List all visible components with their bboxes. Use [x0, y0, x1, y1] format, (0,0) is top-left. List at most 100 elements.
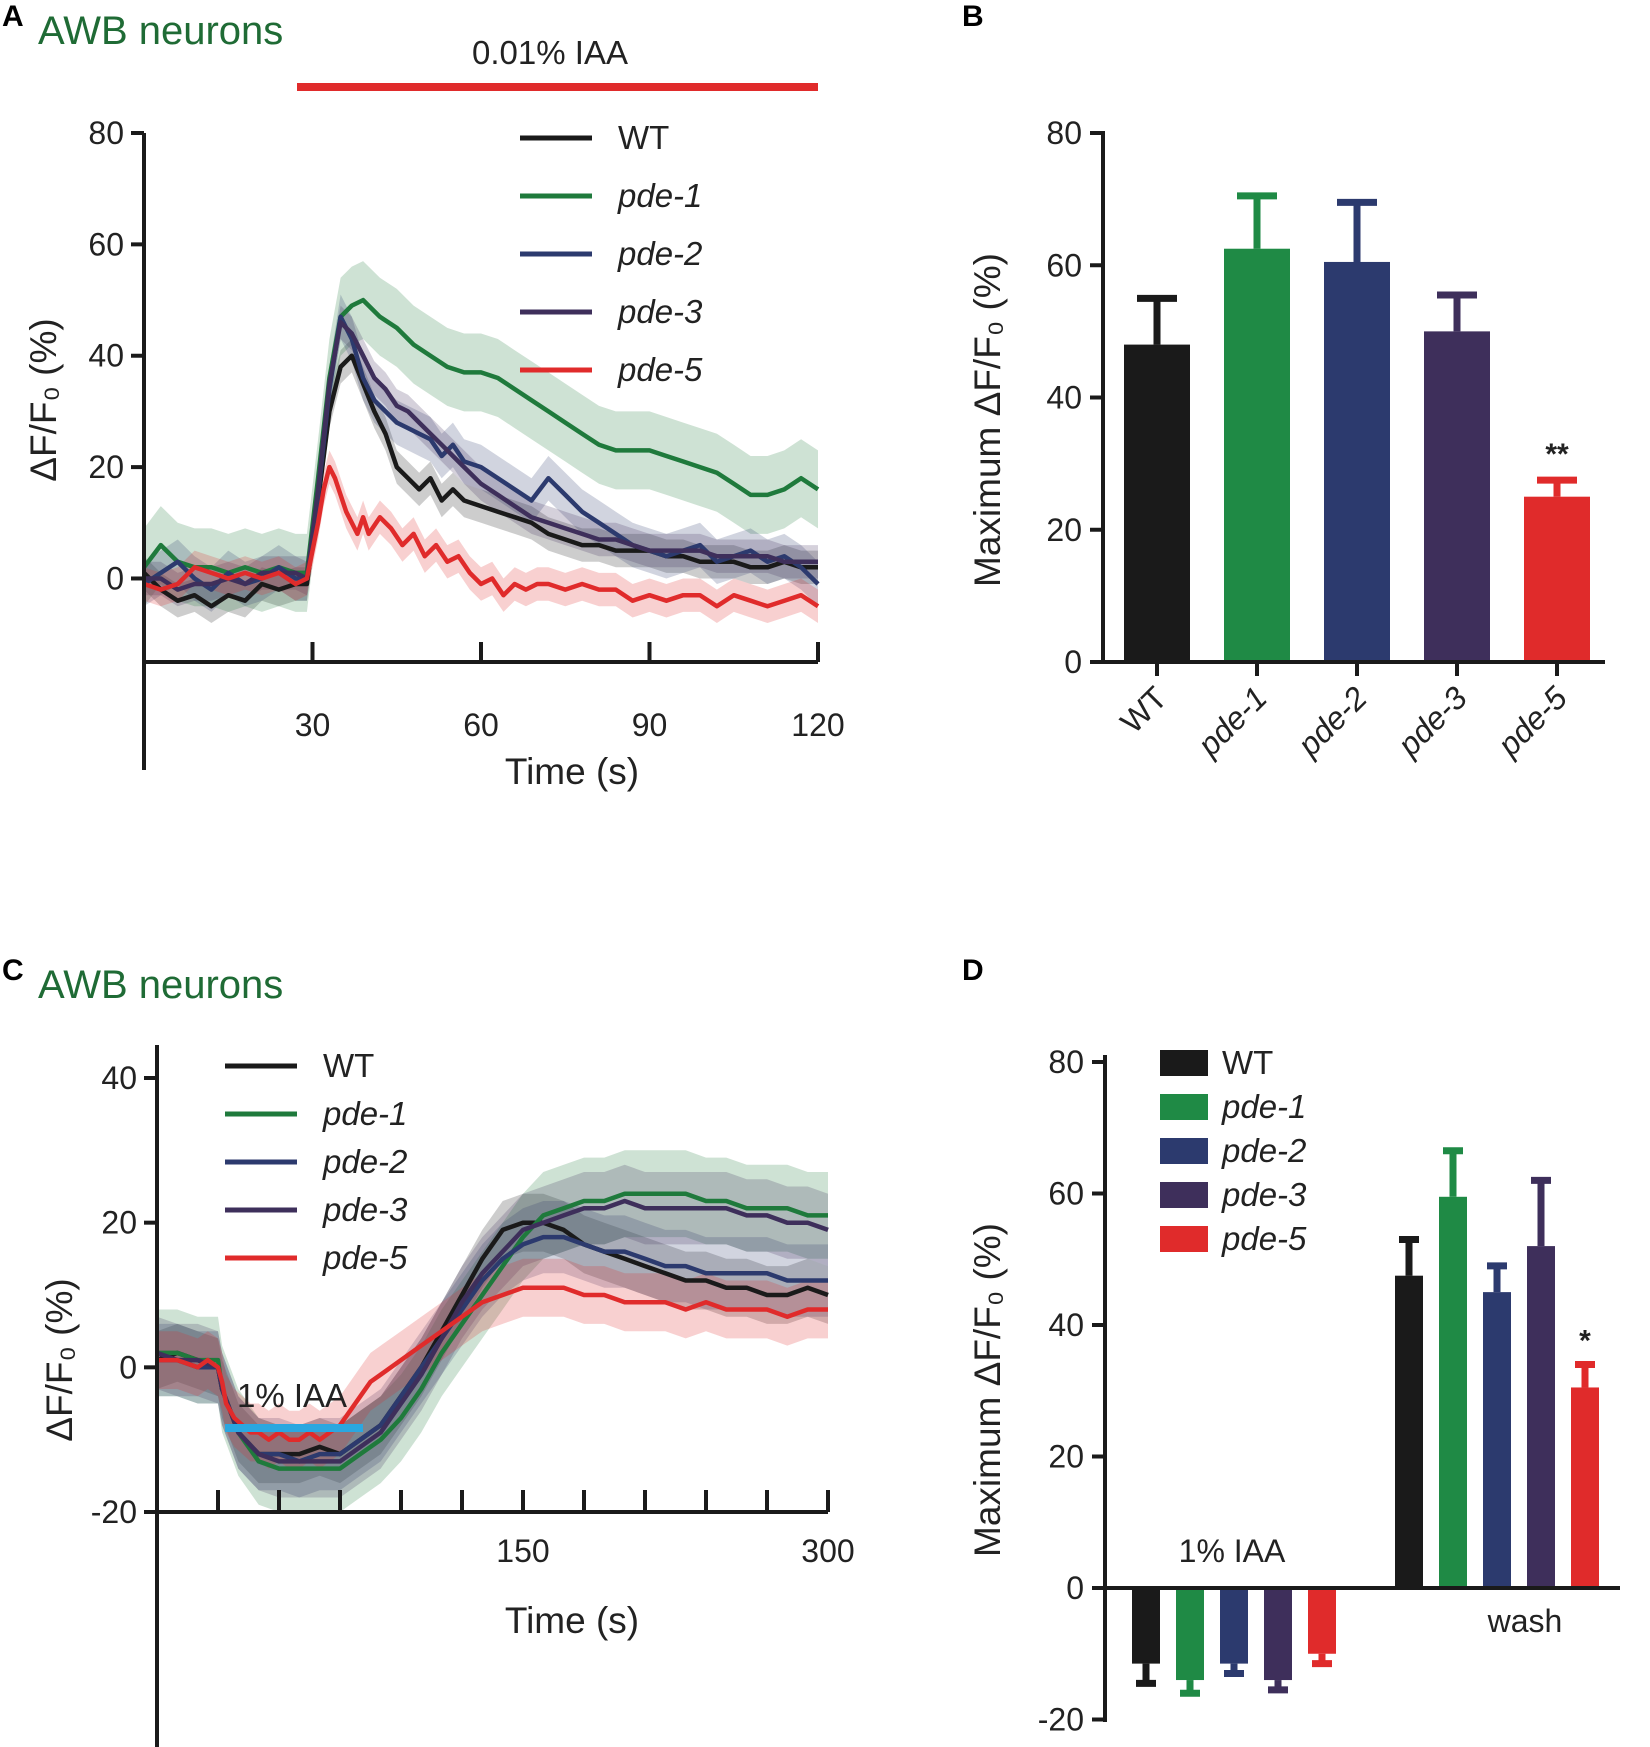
- panel-c: C AWB neurons -20 0 20 40 150 300 1% IAA Tim…: [2, 954, 855, 1747]
- panel-d-y-tick-label: 20: [1048, 1439, 1084, 1475]
- panel-c-stimulus-label: 1% IAA: [237, 1377, 347, 1414]
- panel-b-y-ticks: 0 20 40 60 80: [1046, 115, 1103, 680]
- panel-a-band-pde-5: [144, 450, 818, 623]
- panel-b-bars: [1124, 192, 1590, 662]
- panel-b-bar-pde-2: [1324, 261, 1390, 662]
- panel-a-line-pde-5: [143, 464, 820, 609]
- panel-b-x-tick-label-pde-5: pde-5: [1490, 679, 1574, 763]
- panel-a-legend: WT pde-1 pde-2 pde-3 pde-5: [520, 119, 703, 388]
- panel-d-group-label-iaa: 1% IAA: [1179, 1533, 1286, 1569]
- panel-b-significance: **: [1545, 438, 1569, 471]
- panel-c-band-pde-3: [157, 1164, 828, 1498]
- panel-c-y-tick-label: 20: [101, 1205, 137, 1241]
- panel-c-legend-label-pde-1: pde-1: [322, 1095, 407, 1132]
- panel-c-y-tick-label: 40: [101, 1060, 137, 1096]
- panel-c-y-tick-label: 0: [119, 1349, 137, 1385]
- panel-a-line-wt: [142, 353, 818, 609]
- panel-label-d: D: [962, 954, 984, 987]
- panel-d-y-tick-label: 0: [1066, 1570, 1084, 1606]
- panel-d-significance: *: [1579, 1324, 1591, 1357]
- panel-a-y-tick-label: 60: [88, 226, 124, 262]
- panel-a-x-tick-label: 120: [791, 707, 844, 743]
- panel-d-bar-wt-1-iaa: [1132, 1588, 1160, 1664]
- panel-d-bar-pde-2-wash: [1483, 1292, 1511, 1588]
- panel-d-legend-label-pde-3: pde-3: [1221, 1176, 1307, 1213]
- panel-b: B 0 20 40 60 80 WT pde-1 pde-2 pde-3 pde-5 Maxim…: [962, 0, 1605, 764]
- panel-a-x-tick-label: 90: [632, 707, 668, 743]
- panel-b-bar-pde-1: [1224, 248, 1290, 662]
- panel-label-b: B: [962, 0, 984, 33]
- panel-b-y-label: Maximum ΔF/F₀ (%): [967, 253, 1008, 587]
- panel-d-legend-swatch-pde-1: [1160, 1094, 1208, 1120]
- panel-c-band-pde-1: [157, 1150, 828, 1512]
- panel-c-x-tick-label: 150: [496, 1533, 549, 1569]
- panel-d-bar-pde-1-1-iaa: [1176, 1588, 1204, 1681]
- panel-d-bar-pde-1-wash: [1439, 1196, 1467, 1588]
- panel-a-x-ticks: 30 60 90 120: [295, 642, 845, 743]
- panel-c-y-label: ΔF/F₀ (%): [39, 1278, 80, 1441]
- panel-a-x-tick-label: 30: [295, 707, 331, 743]
- panel-d-legend-swatch-pde-5: [1160, 1226, 1208, 1252]
- panel-c-line-pde-3: [156, 1198, 829, 1464]
- panel-a: A AWB neurons 0.01% IAA 0 20 40 60 80 30 60 90…: [2, 0, 845, 792]
- panel-c-band-pde-5: [157, 1258, 828, 1469]
- panel-a-series-lines: [142, 297, 820, 609]
- panel-c-legend-label-pde-5: pde-5: [322, 1239, 408, 1276]
- panel-a-y-tick-label: 40: [88, 338, 124, 374]
- panel-d-y-tick-label: 60: [1048, 1176, 1084, 1212]
- panel-c-x-label: Time (s): [505, 1600, 639, 1641]
- panel-a-legend-label-wt: WT: [618, 119, 669, 156]
- panel-d-y-tick-label: 80: [1048, 1044, 1084, 1080]
- panel-b-x-tick-label-pde-3: pde-3: [1390, 679, 1474, 763]
- panel-c-x-tick-label: 300: [801, 1533, 854, 1569]
- panel-d-bar-pde-5-1-iaa: [1308, 1588, 1336, 1654]
- panel-b-y-tick-label: 20: [1046, 512, 1082, 548]
- panel-a-title: AWB neurons: [38, 9, 283, 53]
- panel-b-y-tick-label: 40: [1046, 380, 1082, 416]
- panel-a-stimulus-label: 0.01% IAA: [472, 34, 628, 71]
- panel-d-legend-swatch-wt: [1160, 1050, 1208, 1076]
- panel-a-y-tick-label: 80: [88, 115, 124, 151]
- panel-c-legend-label-pde-3: pde-3: [322, 1191, 408, 1228]
- panel-d-bars: [1132, 1147, 1599, 1697]
- panel-d-bar-pde-3-1-iaa: [1264, 1588, 1292, 1681]
- panel-a-legend-label-pde-5: pde-5: [617, 351, 703, 388]
- panel-b-x-ticks: WT pde-1 pde-2 pde-3 pde-5: [1113, 662, 1574, 764]
- panel-a-legend-label-pde-3: pde-3: [617, 293, 703, 330]
- panel-a-y-tick-label: 20: [88, 449, 124, 485]
- panel-b-bar-wt: [1124, 344, 1190, 662]
- panel-b-x-tick-label-pde-2: pde-2: [1290, 679, 1374, 763]
- panel-d-legend-label-pde-5: pde-5: [1221, 1220, 1307, 1257]
- panel-d-legend: WT pde-1 pde-2 pde-3 pde-5: [1160, 1044, 1307, 1257]
- panel-a-line-pde-3: [144, 320, 818, 592]
- panel-d-y-ticks: -20 0 20 40 60 80: [1038, 1044, 1105, 1738]
- panel-a-y-label: ΔF/F₀ (%): [23, 318, 64, 481]
- panel-d-bar-wt-wash: [1395, 1275, 1423, 1588]
- panel-c-legend-label-wt: WT: [323, 1047, 374, 1084]
- panel-c-y-tick-label: -20: [91, 1494, 137, 1530]
- panel-d-group-label-wash: wash: [1487, 1603, 1563, 1639]
- panel-d-y-tick-label: -20: [1038, 1702, 1084, 1738]
- panel-d-legend-swatch-pde-2: [1160, 1138, 1208, 1164]
- panel-label-a: A: [2, 0, 24, 33]
- panel-c-legend: WT pde-1 pde-2 pde-3 pde-5: [225, 1047, 408, 1276]
- panel-a-y-ticks: 0 20 40 60 80: [88, 115, 144, 596]
- panel-a-y-tick-label: 0: [106, 560, 124, 596]
- panel-b-x-tick-label-wt: WT: [1113, 679, 1174, 740]
- panel-c-legend-label-pde-2: pde-2: [322, 1143, 407, 1180]
- panel-d-y-tick-label: 40: [1048, 1307, 1084, 1343]
- panel-b-y-tick-label: 60: [1046, 247, 1082, 283]
- panel-a-x-tick-label: 60: [463, 707, 499, 743]
- panel-d-legend-swatch-pde-3: [1160, 1182, 1208, 1208]
- panel-b-y-tick-label: 80: [1046, 115, 1082, 151]
- panel-c-title: AWB neurons: [38, 963, 283, 1007]
- panel-c-band-pde-2: [157, 1201, 828, 1498]
- panel-d-bar-pde-5-wash: [1571, 1387, 1599, 1588]
- panel-a-legend-label-pde-1: pde-1: [617, 177, 702, 214]
- panel-c-line-pde-1: [157, 1191, 828, 1471]
- panel-c-y-ticks: -20 0 20 40: [91, 1060, 157, 1530]
- panel-d-y-label: Maximum ΔF/F₀ (%): [967, 1223, 1008, 1557]
- panel-d-legend-label-pde-2: pde-2: [1221, 1132, 1306, 1169]
- panel-d-legend-label-pde-1: pde-1: [1221, 1088, 1306, 1125]
